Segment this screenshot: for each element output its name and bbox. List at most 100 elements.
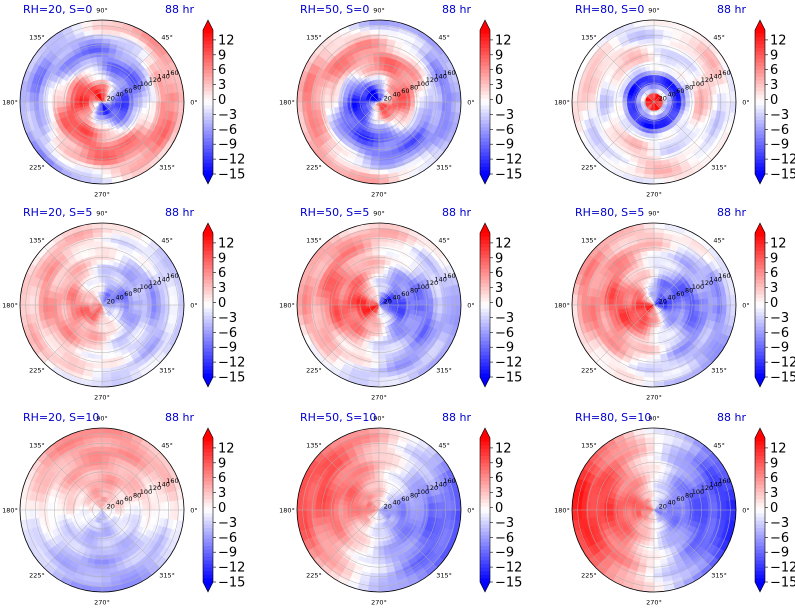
colorbar-segment <box>203 66 213 71</box>
colorbar-segment <box>480 355 490 360</box>
colorbar-segment <box>480 359 490 364</box>
heatmap-cell <box>101 60 108 67</box>
angle-tick-label: 0° <box>467 302 474 310</box>
colorbar-segment <box>480 341 490 346</box>
colorbar-segment <box>480 369 490 374</box>
grid-spoke <box>378 101 438 161</box>
colorbar-segment <box>203 166 213 171</box>
colorbar-segment <box>480 258 490 263</box>
radial-tick-label: 160 <box>166 69 178 77</box>
colorbar-segment <box>755 138 765 143</box>
heatmap-cell <box>137 304 144 311</box>
heatmap-cell <box>20 293 26 306</box>
colorbar-segment <box>480 58 490 63</box>
heatmap-cell <box>178 304 184 317</box>
grid-spoke <box>43 246 103 306</box>
colorbar-tick-label: −3 <box>495 108 514 123</box>
panel-time-label: 88 hr <box>165 206 194 219</box>
colorbar-tick-label: −15 <box>495 371 522 386</box>
heatmap-cell <box>608 101 614 109</box>
angle-tick-label: 90° <box>373 7 385 15</box>
heatmap-cell <box>653 74 658 80</box>
heatmap-cell <box>730 101 736 114</box>
colorbar-segment <box>755 170 765 175</box>
heatmap-cell <box>101 259 109 265</box>
colorbar-segment <box>480 159 490 164</box>
heatmap-cell <box>378 151 387 158</box>
heatmap-cell <box>653 151 662 158</box>
colorbar-segment <box>480 94 490 99</box>
colorbar-tick-label: −9 <box>770 138 789 153</box>
heatmap-cell <box>337 299 344 306</box>
radial-tick-label: 80 <box>133 286 141 294</box>
heatmap-cell <box>378 20 391 26</box>
heatmap-cell <box>653 65 660 71</box>
angle-tick-label: 180° <box>279 302 295 310</box>
colorbar-segment <box>203 355 213 360</box>
colorbar-segment <box>203 348 213 353</box>
colorbar-segment <box>480 373 490 378</box>
heatmap-cell <box>101 74 106 80</box>
colorbar-segment <box>203 134 213 139</box>
heatmap-cell <box>612 101 619 108</box>
heatmap-cell <box>178 101 184 114</box>
colorbar-segment <box>480 240 490 245</box>
colorbar-segment <box>203 80 213 85</box>
colorbar-segment <box>203 341 213 346</box>
colorbar-tick-label: −12 <box>218 356 245 371</box>
heatmap-cell <box>376 318 380 324</box>
colorbar-segment <box>480 145 490 150</box>
heatmap-cell <box>608 95 614 103</box>
heatmap-cell <box>360 302 366 306</box>
heatmap-cell <box>56 95 62 103</box>
colorbar-segment <box>203 258 213 263</box>
heatmap-cell <box>133 101 139 108</box>
heatmap-cell <box>90 381 103 387</box>
heatmap-cell <box>647 142 655 148</box>
heatmap-cell <box>101 286 105 292</box>
heatmap-cell <box>101 20 114 26</box>
heatmap-cell <box>648 60 655 67</box>
heatmap-cell <box>96 340 103 347</box>
colorbar-tick-label: 3 <box>495 281 503 296</box>
colorbar-extend-min <box>203 377 213 387</box>
colorbar-segment <box>203 98 213 103</box>
panel-5: 0°45°90°135°180°225°270°315°20 40 60 801001… <box>279 206 522 402</box>
grid-spoke <box>595 101 655 161</box>
colorbar-segment <box>480 152 490 157</box>
heatmap-cell <box>372 259 380 265</box>
radial-tick-label: 60 <box>124 290 132 298</box>
heatmap-cell <box>653 137 660 144</box>
heatmap-cell <box>414 96 421 103</box>
radial-tick-label: 140 <box>157 73 169 81</box>
heatmap-cell <box>360 99 366 103</box>
heatmap-cell <box>373 137 380 144</box>
colorbar-segment <box>203 48 213 53</box>
colorbar-segment <box>480 276 490 281</box>
heatmap-cell <box>646 151 655 158</box>
colorbar-tick-label: −9 <box>218 138 237 153</box>
radial-tick-label: 20 <box>384 297 392 305</box>
angle-tick-label: 270° <box>371 191 387 199</box>
colorbar-segment <box>480 138 490 143</box>
colorbar-tick-label: 12 <box>495 236 512 251</box>
heatmap-cell <box>96 133 103 139</box>
heatmap-cell <box>69 97 76 103</box>
colorbar-segment <box>203 120 213 125</box>
colorbar-segment <box>755 58 765 63</box>
heatmap-cell <box>124 304 130 309</box>
heatmap-cell <box>128 101 135 107</box>
heatmap-cell <box>101 69 107 76</box>
polar-frame <box>19 222 185 388</box>
heatmap-cell <box>337 101 344 108</box>
colorbar-segment <box>480 69 490 74</box>
colorbar-segment <box>755 48 765 53</box>
heatmap-cell <box>371 151 380 158</box>
angle-tick-label: 225° <box>29 164 45 172</box>
colorbar-tick-label: −6 <box>495 123 514 138</box>
colorbar-segment <box>203 76 213 81</box>
colorbar-segment <box>480 247 490 252</box>
colorbar-segment <box>480 319 490 324</box>
panel-title: RH=50, S=0 <box>300 3 369 16</box>
